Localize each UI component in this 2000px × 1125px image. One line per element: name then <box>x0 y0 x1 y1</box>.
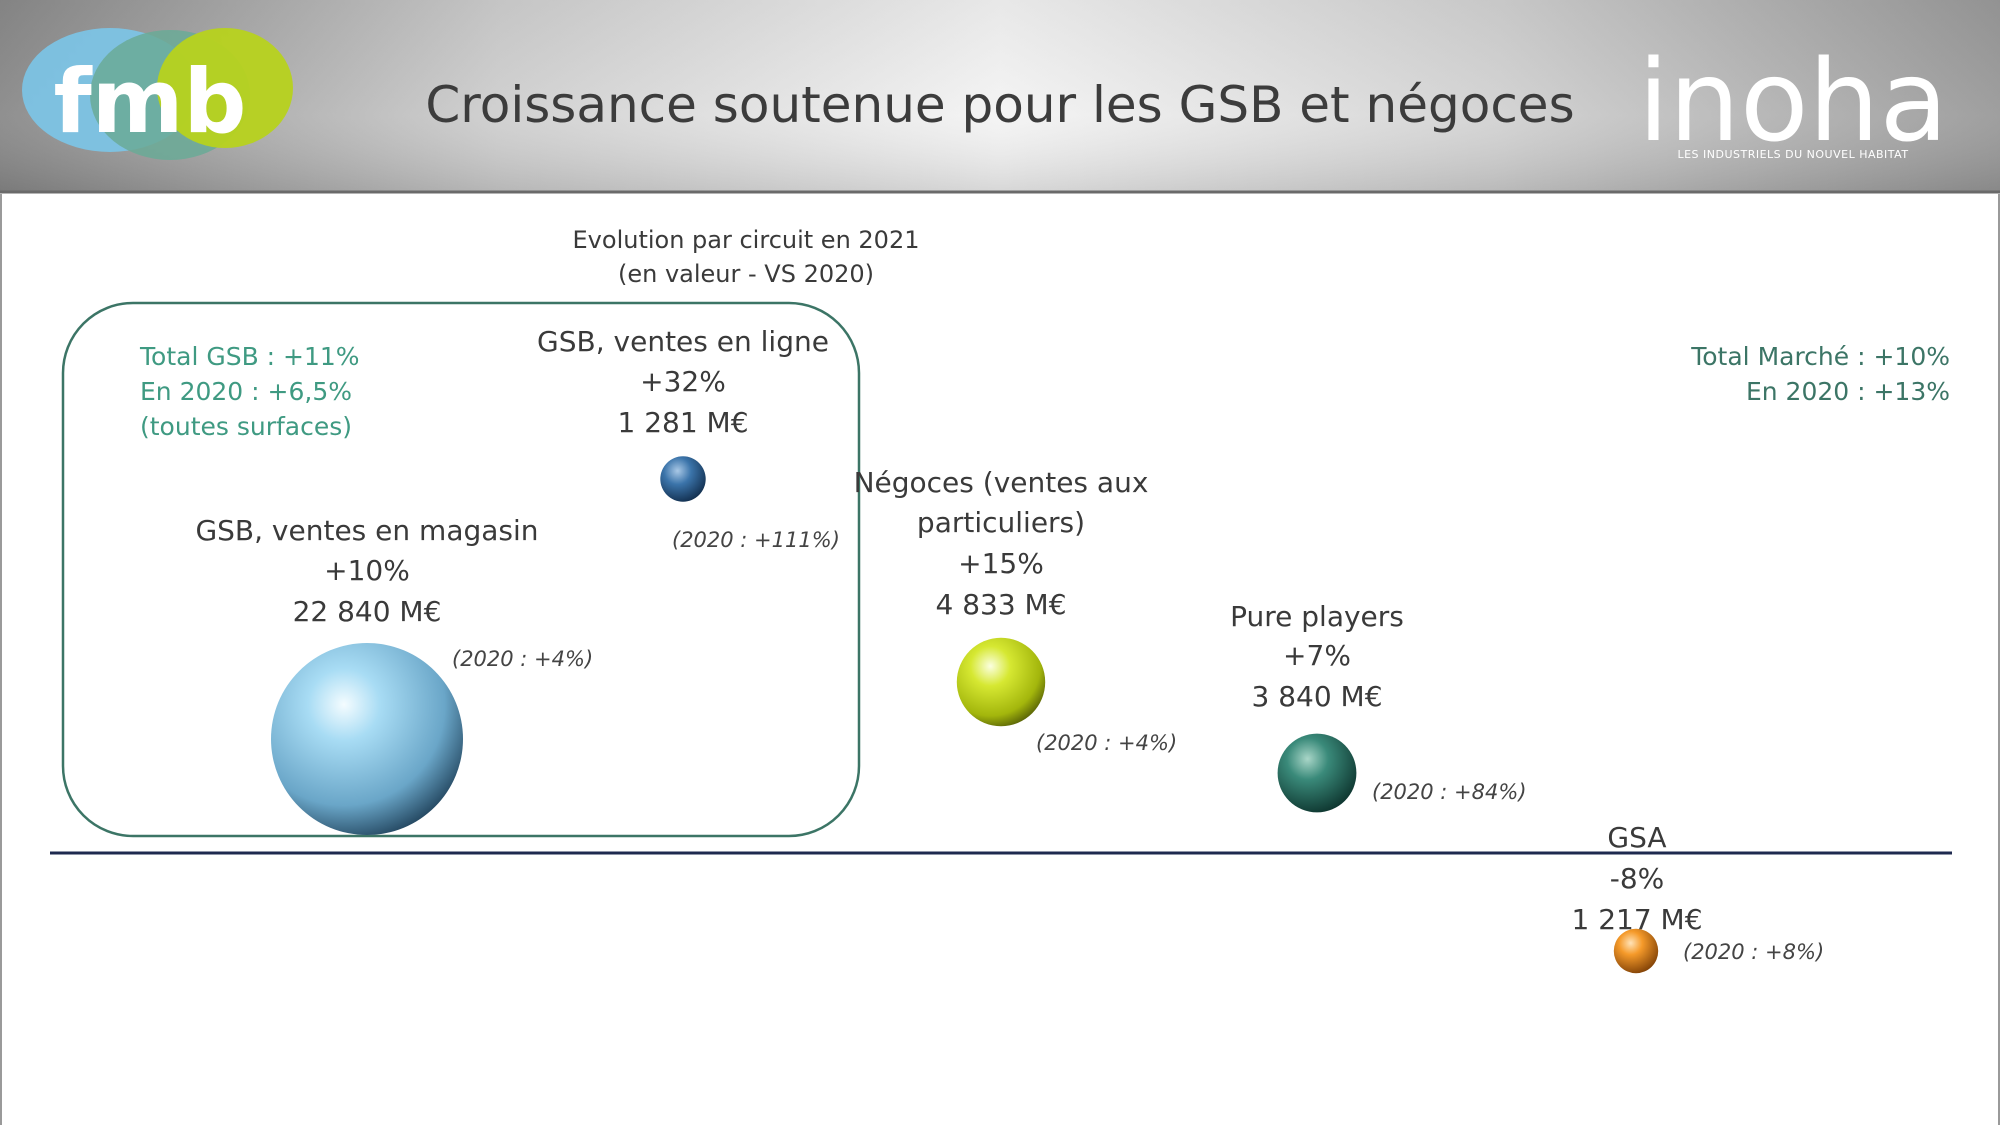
label-negoces-name-line2: particuliers) <box>917 506 1085 539</box>
label-gsb-ligne-2020: (2020 : +111%) <box>672 528 840 552</box>
label-gsb-magasin-2020: (2020 : +4%) <box>452 647 593 671</box>
header-shade <box>0 0 2000 192</box>
bubble-gsb-magasin <box>271 643 463 835</box>
label-negoces-name-line1: Négoces (ventes aux <box>854 466 1149 499</box>
bubble-negoces-group: Négoces (ventes aux particuliers) +15% 4… <box>854 466 1178 755</box>
label-negoces-2020: (2020 : +4%) <box>1036 731 1177 755</box>
page-title: Croissance soutenue pour les GSB et négo… <box>425 76 1574 134</box>
bubble-negoces <box>956 637 1046 727</box>
group-2020: En 2020 : +6,5% <box>140 377 352 406</box>
bubble-gsb-magasin-group: GSB, ventes en magasin +10% 22 840 M€ (2… <box>195 514 593 835</box>
chart-title: Evolution par circuit en 2021 <box>573 226 920 254</box>
bubble-pure-players-group: Pure players +7% 3 840 M€ (2020 : +84%) <box>1230 600 1527 813</box>
group-total-gsb: Total GSB : +11% <box>139 342 360 371</box>
label-pure-players-2020: (2020 : +84%) <box>1372 780 1527 804</box>
gsb-group-box <box>61 301 861 838</box>
label-negoces-growth: +15% <box>958 547 1044 580</box>
label-pure-players-name: Pure players <box>1230 600 1404 633</box>
chart-subtitle: (en valeur - VS 2020) <box>618 260 874 288</box>
label-gsb-ligne-growth: +32% <box>640 365 726 398</box>
inoha-tagline: LES INDUSTRIELS DU NOUVEL HABITAT <box>1677 148 1908 161</box>
bubble-gsb-ligne-group: GSB, ventes en ligne +32% 1 281 M€ (2020… <box>537 325 840 552</box>
label-gsa-value: 1 217 M€ <box>1571 903 1702 936</box>
label-gsa-growth: -8% <box>1610 862 1665 895</box>
bubble-pure-players <box>1277 733 1357 813</box>
label-gsa-name: GSA <box>1607 821 1666 854</box>
inoha-logo: inoha LES INDUSTRIELS DU NOUVEL HABITAT <box>1638 37 1948 167</box>
market-2020: En 2020 : +13% <box>1746 377 1950 406</box>
label-negoces-value: 4 833 M€ <box>935 588 1066 621</box>
label-pure-players-growth: +7% <box>1283 639 1351 672</box>
fmb-logo: fmb <box>22 28 293 160</box>
bubble-gsa <box>1613 928 1659 974</box>
bubble-gsa-group: GSA -8% 1 217 M€ (2020 : +8%) <box>1571 821 1824 974</box>
market-total: Total Marché : +10% <box>1690 342 1950 371</box>
label-gsa-2020: (2020 : +8%) <box>1683 940 1824 964</box>
label-gsb-magasin-growth: +10% <box>324 554 410 587</box>
group-note: (toutes surfaces) <box>140 412 352 441</box>
inoha-logo-text: inoha <box>1638 37 1948 167</box>
label-pure-players-value: 3 840 M€ <box>1251 680 1382 713</box>
fmb-logo-text: fmb <box>54 50 247 153</box>
bubble-gsb-ligne <box>660 456 706 502</box>
label-gsb-ligne-name: GSB, ventes en ligne <box>537 325 829 358</box>
label-gsb-ligne-value: 1 281 M€ <box>617 406 748 439</box>
label-gsb-magasin-value: 22 840 M€ <box>293 595 442 628</box>
label-gsb-magasin-name: GSB, ventes en magasin <box>195 514 538 547</box>
